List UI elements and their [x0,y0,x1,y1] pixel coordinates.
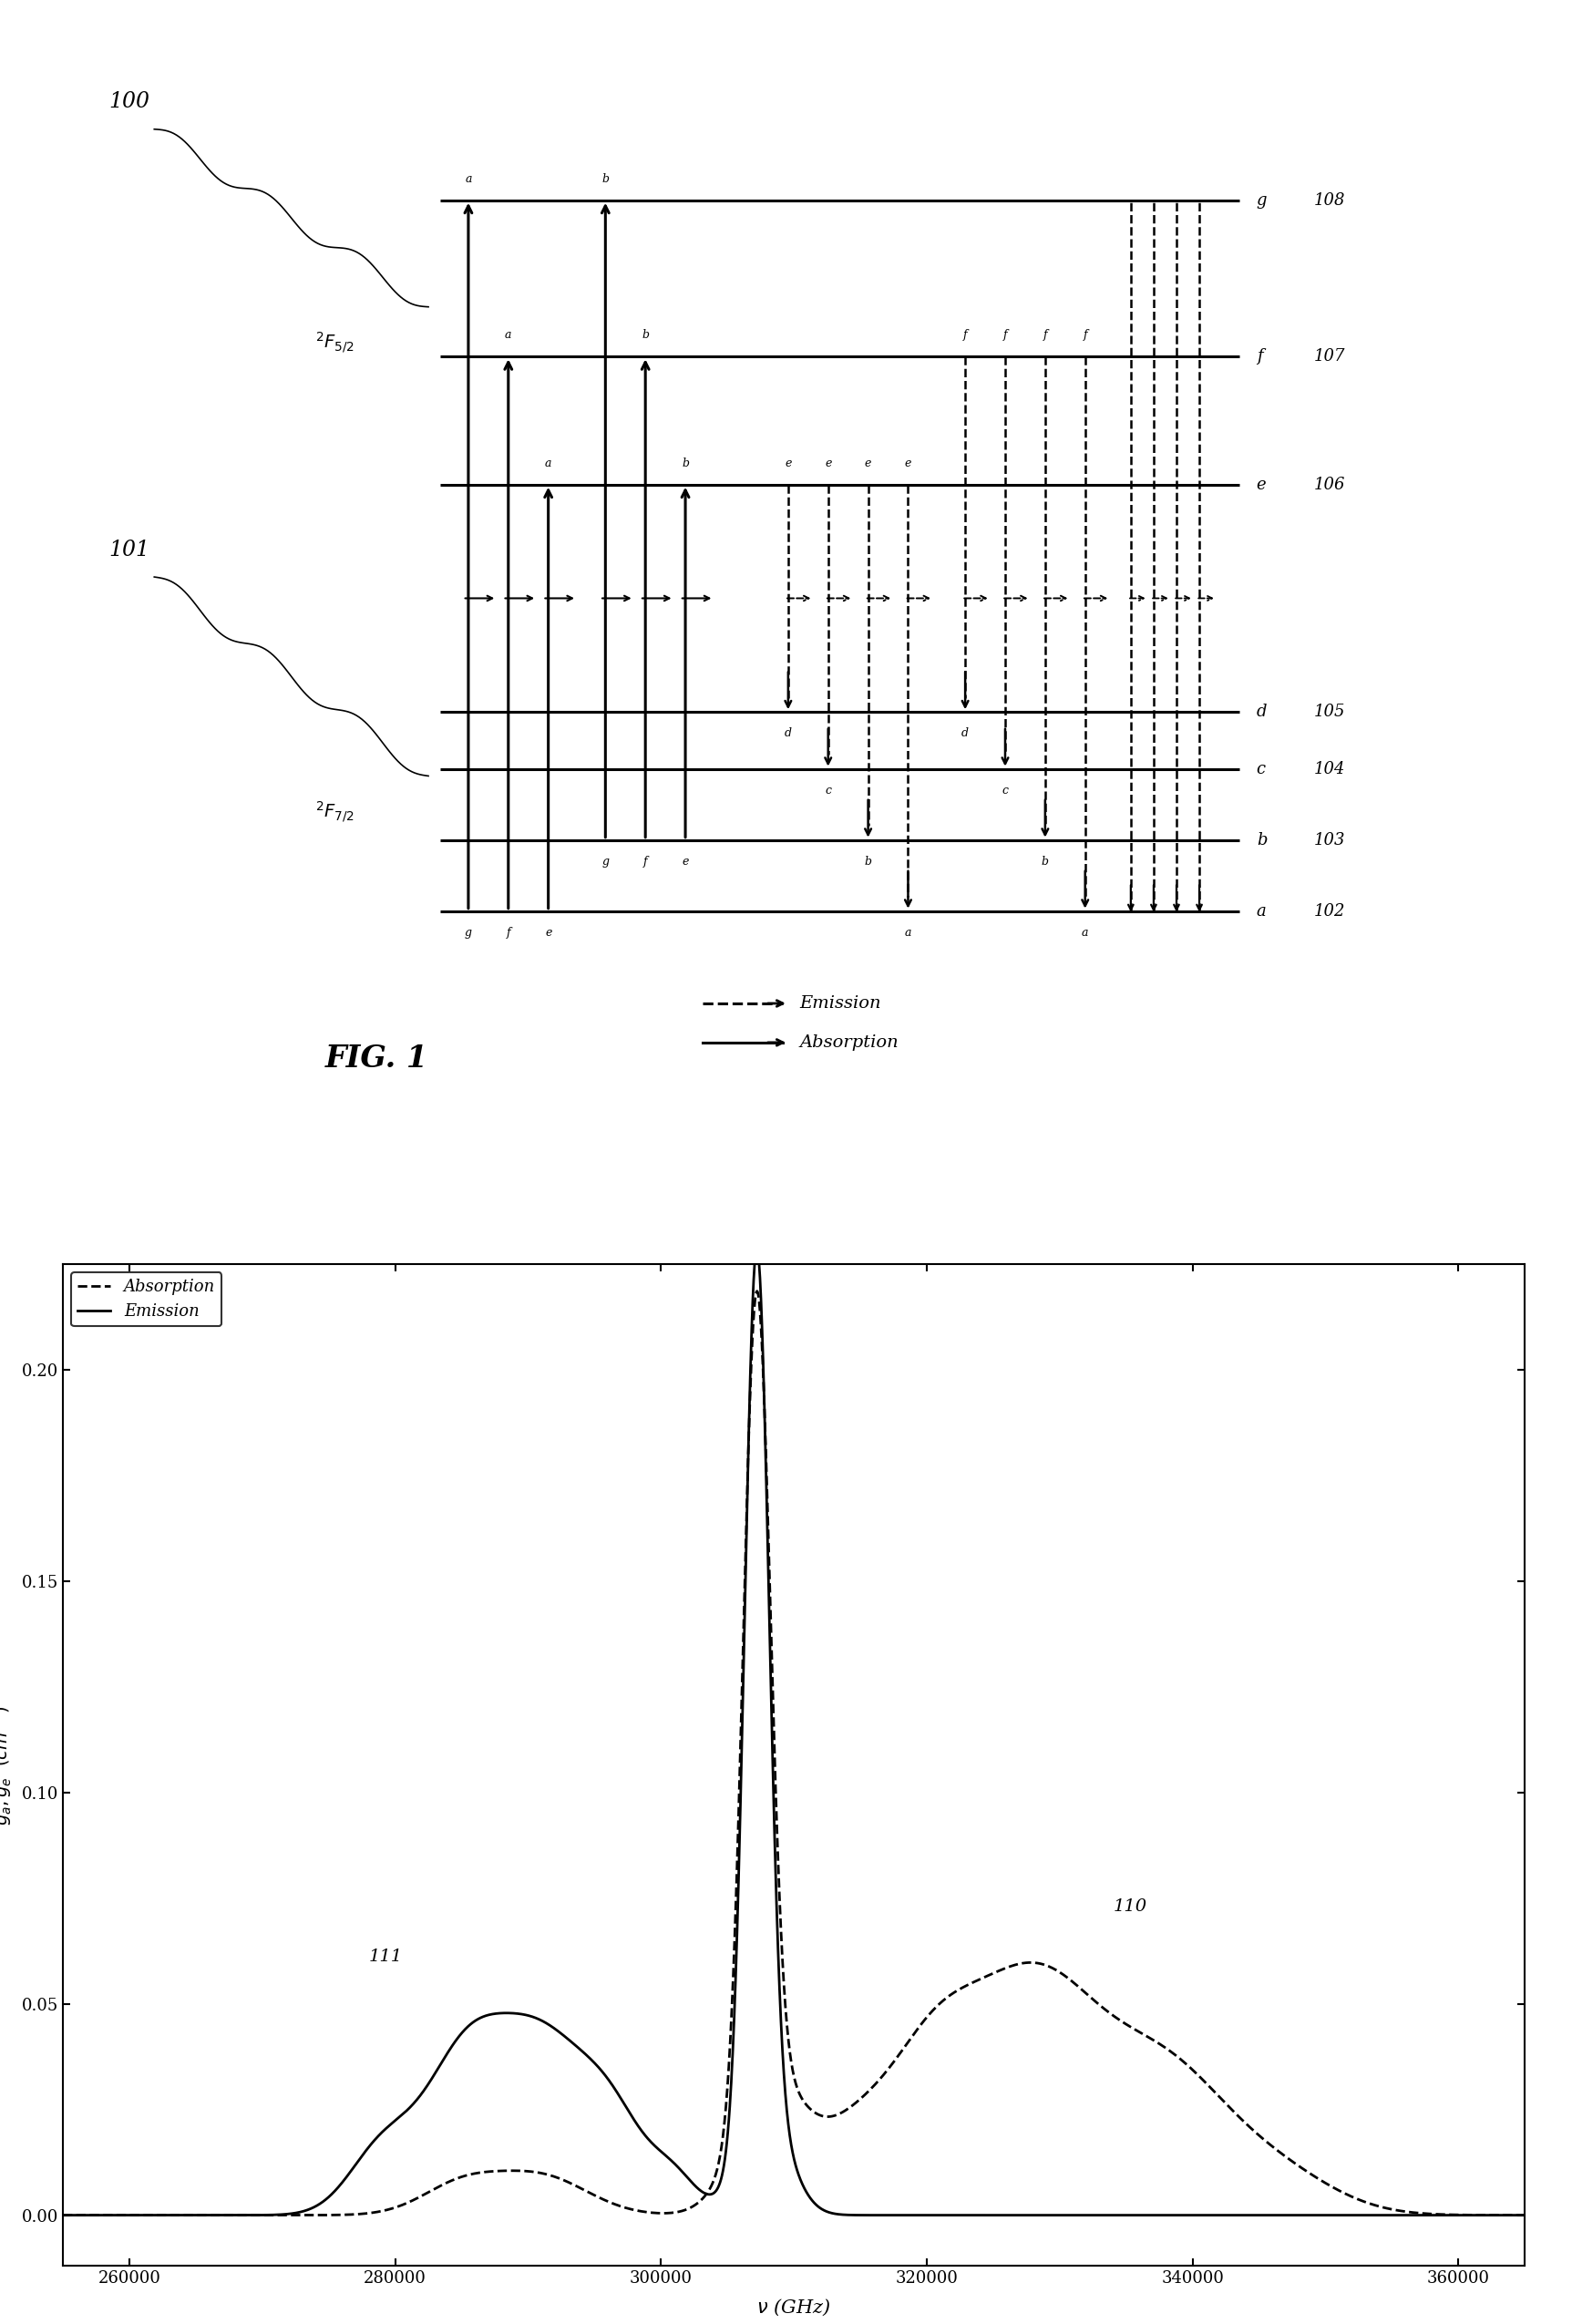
Text: d: d [962,727,968,739]
Text: a: a [904,927,912,939]
Text: 100: 100 [108,91,149,112]
Y-axis label: $g_a, g_e$  $(cm^{-1})$: $g_a, g_e$ $(cm^{-1})$ [0,1706,14,1824]
$\nu$ (GHz) [1330,2178,1349,2205]
$\nu$ (GHz) [615,2194,634,2222]
Text: 105: 105 [1314,704,1346,720]
Text: a: a [1082,927,1088,939]
Text: a: a [465,172,472,184]
X-axis label: $\nu$ (GHz): $\nu$ (GHz) [756,2296,832,2317]
Text: b: b [865,855,872,867]
Text: b: b [641,330,649,342]
Text: d: d [1256,704,1267,720]
Text: Emission: Emission [800,995,882,1011]
Text: a: a [505,330,512,342]
Text: e: e [1256,476,1265,493]
Text: a: a [545,458,552,469]
Text: e: e [682,855,689,867]
Text: f: f [643,855,648,867]
Text: $^2F_{5/2}$: $^2F_{5/2}$ [316,330,354,356]
Text: f: f [1003,330,1008,342]
$\nu$ (GHz) [678,2196,696,2224]
Text: f: f [964,330,967,342]
Text: 102: 102 [1314,902,1346,920]
$\nu$ (GHz) [307,2201,325,2229]
Text: 108: 108 [1314,193,1346,209]
Text: f: f [1083,330,1088,342]
Text: c: c [1001,786,1008,797]
$\nu$ (GHz) [53,2201,72,2229]
Text: 110: 110 [1113,1899,1146,1915]
Text: e: e [784,458,792,469]
Text: e: e [825,458,832,469]
Text: 103: 103 [1314,832,1346,848]
$\nu$ (GHz) [220,2201,239,2229]
Text: a: a [1256,902,1265,920]
Text: b: b [602,172,608,184]
Text: f: f [1256,349,1262,365]
$\nu$ (GHz) [748,1278,767,1306]
Text: 104: 104 [1314,760,1346,776]
Text: 106: 106 [1314,476,1346,493]
$\nu$ (GHz) [1515,2201,1534,2229]
Text: $^2F_{7/2}$: $^2F_{7/2}$ [316,799,354,823]
Text: d: d [784,727,792,739]
Text: g: g [1256,193,1267,209]
Line: $\nu$ (GHz): $\nu$ (GHz) [63,1292,1525,2215]
Text: g: g [465,927,472,939]
Text: 111: 111 [368,1950,402,1966]
Text: c: c [1256,760,1265,776]
Text: b: b [1042,855,1049,867]
Text: 107: 107 [1314,349,1346,365]
Text: e: e [865,458,871,469]
Text: 101: 101 [108,539,149,560]
Text: b: b [1256,832,1267,848]
Legend: Absorption, Emission: Absorption, Emission [71,1271,222,1327]
Text: Absorption: Absorption [800,1034,899,1050]
Text: f: f [506,927,511,939]
$\nu$ (GHz) [1487,2201,1506,2229]
Text: e: e [905,458,912,469]
Text: f: f [1044,330,1047,342]
Text: FIG. 1: FIG. 1 [325,1043,429,1074]
Text: c: c [825,786,832,797]
Text: g: g [602,855,608,867]
Text: b: b [682,458,689,469]
Text: e: e [545,927,552,939]
